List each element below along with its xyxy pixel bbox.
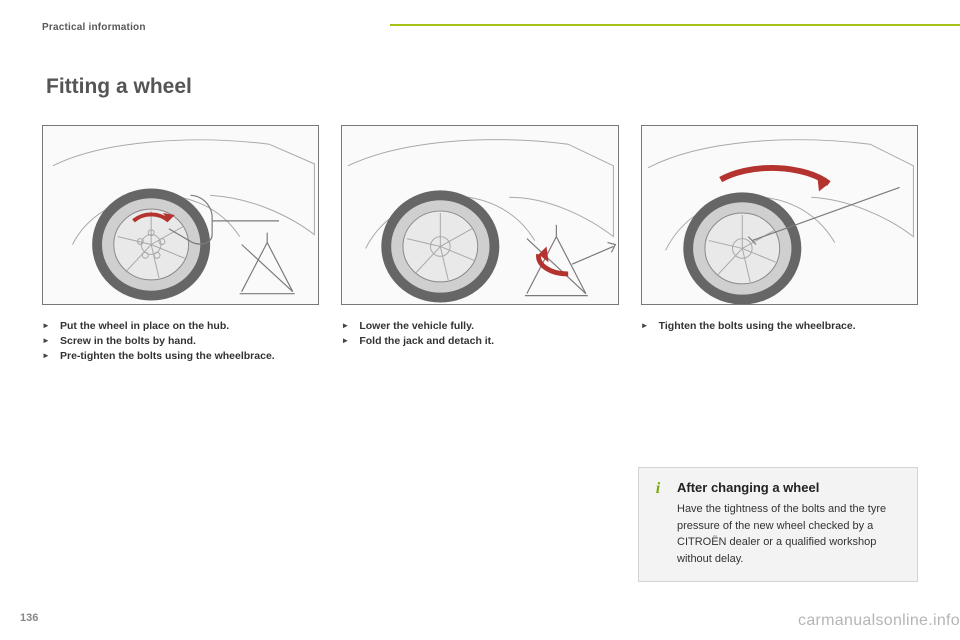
bullet: Tighten the bolts using the wheelbrace. — [641, 319, 918, 334]
figure-tighten-bolts — [641, 125, 918, 305]
bullet: Lower the vehicle fully. — [341, 319, 618, 334]
page-title: Fitting a wheel — [46, 75, 918, 99]
bullet: Pre-tighten the bolts using the wheelbra… — [42, 349, 319, 364]
bullets-2: Lower the vehicle fully. Fold the jack a… — [341, 319, 618, 349]
manual-page: Practical information Fitting a wheel — [0, 0, 960, 640]
info-box-title: After changing a wheel — [677, 480, 903, 495]
info-icon: i — [649, 480, 667, 498]
info-box-body: Have the tightness of the bolts and the … — [677, 501, 903, 567]
bullet: Fold the jack and detach it. — [341, 334, 618, 349]
figure-columns: Put the wheel in place on the hub. Screw… — [42, 125, 918, 365]
bullet: Screw in the bolts by hand. — [42, 334, 319, 349]
bullets-1: Put the wheel in place on the hub. Screw… — [42, 319, 319, 365]
column-2: Lower the vehicle fully. Fold the jack a… — [341, 125, 618, 365]
bullet: Put the wheel in place on the hub. — [42, 319, 319, 334]
watermark: carmanualsonline.info — [798, 612, 960, 630]
bullets-3: Tighten the bolts using the wheelbrace. — [641, 319, 918, 334]
header-rule — [390, 24, 960, 26]
page-number: 136 — [20, 612, 38, 624]
figure-put-wheel — [42, 125, 319, 305]
column-3: Tighten the bolts using the wheelbrace. — [641, 125, 918, 365]
figure-lower-jack — [341, 125, 618, 305]
column-1: Put the wheel in place on the hub. Screw… — [42, 125, 319, 365]
info-box: i After changing a wheel Have the tightn… — [638, 467, 918, 582]
